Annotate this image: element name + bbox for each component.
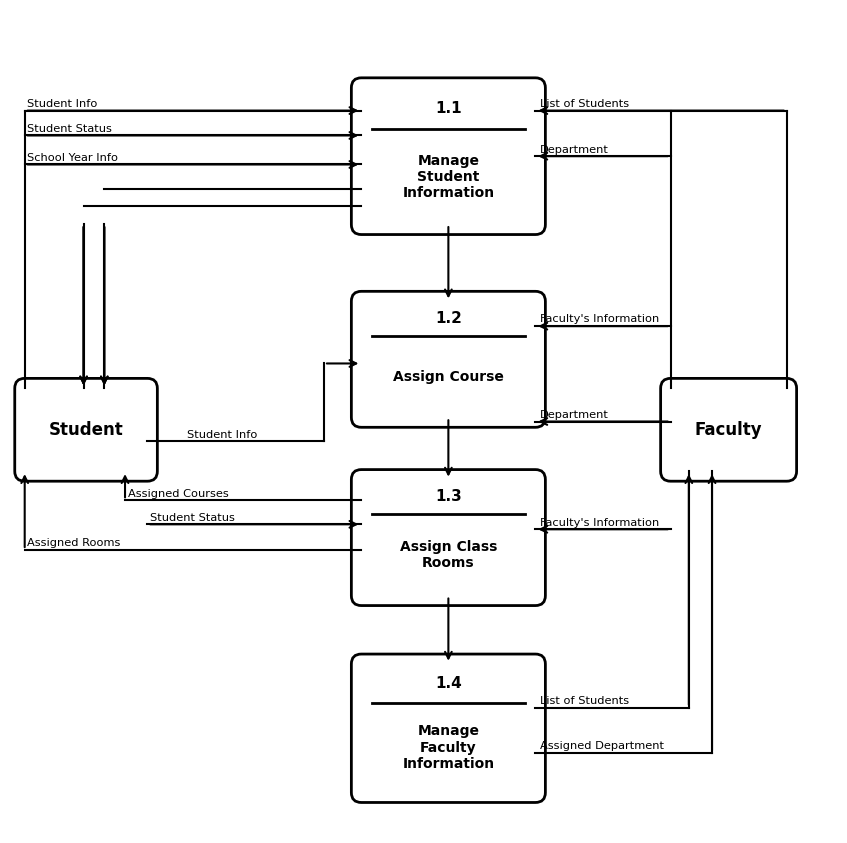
FancyBboxPatch shape [352, 78, 545, 234]
FancyBboxPatch shape [352, 292, 545, 427]
Text: 1.4: 1.4 [435, 676, 462, 690]
Text: Student: Student [48, 421, 124, 439]
Text: Faculty's Information: Faculty's Information [540, 518, 659, 528]
FancyBboxPatch shape [14, 379, 158, 481]
Text: Assign Class
Rooms: Assign Class Rooms [400, 540, 497, 570]
Text: Assigned Department: Assigned Department [540, 742, 663, 751]
Text: Student Status: Student Status [150, 513, 235, 523]
Text: Student Info: Student Info [27, 99, 97, 109]
Text: Student Status: Student Status [27, 124, 112, 134]
Text: Assigned Courses: Assigned Courses [128, 490, 228, 499]
FancyBboxPatch shape [352, 470, 545, 605]
Text: List of Students: List of Students [540, 695, 628, 706]
Text: Manage
Student
Information: Manage Student Information [402, 153, 495, 200]
Text: 1.3: 1.3 [435, 490, 462, 504]
Text: Department: Department [540, 410, 608, 420]
Text: Manage
Faculty
Information: Manage Faculty Information [402, 724, 495, 771]
Text: 1.2: 1.2 [435, 311, 462, 326]
Text: Department: Department [540, 144, 608, 154]
Text: List of Students: List of Students [540, 99, 628, 109]
Text: Student Info: Student Info [187, 430, 257, 440]
Text: School Year Info: School Year Info [27, 153, 119, 163]
Text: Faculty: Faculty [695, 421, 762, 439]
Text: Faculty's Information: Faculty's Information [540, 314, 659, 325]
Text: 1.1: 1.1 [435, 101, 462, 115]
FancyBboxPatch shape [352, 654, 545, 803]
Text: Assigned Rooms: Assigned Rooms [27, 539, 120, 548]
FancyBboxPatch shape [661, 379, 796, 481]
Text: Assign Course: Assign Course [393, 370, 504, 384]
